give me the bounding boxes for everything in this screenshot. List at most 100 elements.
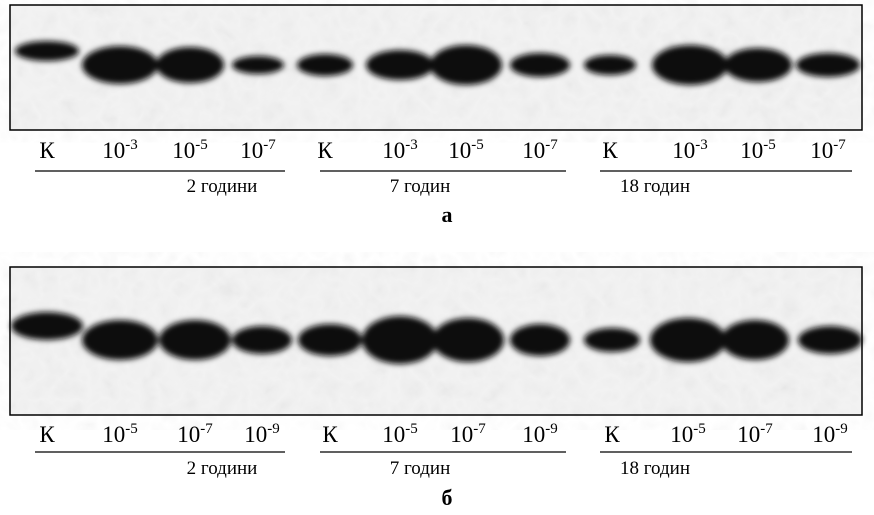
band: [510, 53, 570, 77]
group-label: 7 годин: [390, 176, 451, 197]
lane-base: 10: [450, 422, 473, 447]
lane-label: 10-5: [448, 137, 484, 163]
lane-exponent: -7: [833, 137, 846, 153]
lane-base: 10: [382, 138, 405, 163]
band: [362, 316, 438, 364]
lane-label: 10-7: [177, 421, 213, 447]
lane-exponent: -5: [405, 421, 418, 437]
lane-label: К: [39, 138, 55, 163]
lane-base: 10: [737, 422, 760, 447]
band: [15, 41, 79, 61]
lane-exponent: -5: [471, 137, 484, 153]
lane-base: 10: [522, 138, 545, 163]
lane-label: 10-5: [740, 137, 776, 163]
lane-text: К: [604, 422, 620, 447]
lane-label: 10-7: [240, 137, 276, 163]
lane-label: 10-3: [382, 137, 418, 163]
band: [796, 53, 860, 77]
band: [584, 328, 640, 352]
lane-label: 10-3: [672, 137, 708, 163]
band: [156, 47, 224, 83]
lane-label: 10-5: [382, 421, 418, 447]
band: [82, 320, 158, 360]
lane-base: 10: [244, 422, 267, 447]
group-label: 2 години: [187, 458, 258, 479]
lane-text: К: [39, 138, 55, 163]
lane-exponent: -5: [125, 421, 138, 437]
lane-label: 10-9: [522, 421, 558, 447]
band: [584, 55, 636, 75]
lane-label: К: [602, 138, 618, 163]
lane-base: 10: [448, 138, 471, 163]
lane-label: 10-7: [522, 137, 558, 163]
group-label: 18 годин: [620, 458, 690, 479]
lane-base: 10: [382, 422, 405, 447]
lane-label: К: [604, 422, 620, 447]
lane-exponent: -7: [545, 137, 558, 153]
band: [297, 54, 353, 76]
band: [430, 45, 502, 85]
band: [724, 48, 792, 82]
band: [721, 320, 789, 360]
lane-label: К: [322, 422, 338, 447]
band: [298, 324, 362, 356]
lane-exponent: -7: [200, 421, 213, 437]
lane-exponent: -9: [545, 421, 558, 437]
group-label: 7 годин: [390, 458, 451, 479]
lane-base: 10: [177, 422, 200, 447]
band: [650, 318, 726, 362]
band: [159, 320, 231, 360]
lane-exponent: -3: [695, 137, 708, 153]
lane-label: 10-7: [450, 421, 486, 447]
lane-exponent: -3: [405, 137, 418, 153]
lane-text: К: [322, 422, 338, 447]
lane-base: 10: [240, 138, 263, 163]
lane-label: 10-9: [812, 421, 848, 447]
panel-label: б: [442, 485, 453, 510]
lane-exponent: -7: [263, 137, 276, 153]
lane-exponent: -3: [125, 137, 138, 153]
lane-text: К: [39, 422, 55, 447]
figure: К10-310-510-7К10-310-510-7К10-310-510-72…: [0, 0, 874, 515]
lane-exponent: -7: [473, 421, 486, 437]
band: [366, 50, 434, 80]
lane-label: К: [39, 422, 55, 447]
lane-base: 10: [522, 422, 545, 447]
lane-base: 10: [670, 422, 693, 447]
lane-label: К: [317, 138, 333, 163]
lane-base: 10: [812, 422, 835, 447]
lane-exponent: -5: [195, 137, 208, 153]
lane-exponent: -5: [693, 421, 706, 437]
lane-exponent: -9: [835, 421, 848, 437]
band: [232, 326, 292, 354]
lane-label: 10-7: [810, 137, 846, 163]
band: [432, 318, 504, 362]
lane-base: 10: [740, 138, 763, 163]
band: [652, 45, 728, 85]
band: [232, 56, 284, 74]
lane-text: К: [602, 138, 618, 163]
lane-base: 10: [172, 138, 195, 163]
band: [11, 312, 83, 340]
group-label: 2 години: [187, 176, 258, 197]
lane-exponent: -7: [760, 421, 773, 437]
band: [510, 324, 570, 356]
band: [82, 46, 158, 84]
lane-label: 10-5: [102, 421, 138, 447]
lane-label: 10-7: [737, 421, 773, 447]
lane-base: 10: [672, 138, 695, 163]
lane-label: 10-9: [244, 421, 280, 447]
panel-label: а: [442, 202, 453, 227]
band: [798, 326, 862, 354]
group-label: 18 годин: [620, 176, 690, 197]
lane-base: 10: [102, 422, 125, 447]
lane-base: 10: [102, 138, 125, 163]
lane-base: 10: [810, 138, 833, 163]
lane-label: 10-5: [172, 137, 208, 163]
lane-label: 10-3: [102, 137, 138, 163]
lane-exponent: -5: [763, 137, 776, 153]
lane-exponent: -9: [267, 421, 280, 437]
lane-text: К: [317, 138, 333, 163]
